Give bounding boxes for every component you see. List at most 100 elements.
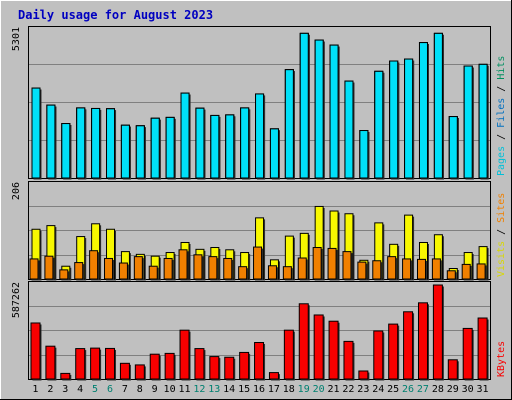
bar-kbytes — [224, 356, 235, 380]
x-tick-label: 30 — [462, 384, 474, 395]
bar-pages — [433, 32, 443, 179]
x-tick-label: 19 — [298, 384, 310, 395]
x-tick-label: 7 — [122, 384, 128, 395]
bar-sites — [223, 257, 233, 280]
bar-sites — [29, 258, 39, 280]
x-tick-label: 31 — [477, 384, 489, 395]
bar-pages — [91, 107, 101, 179]
x-tick-label: 27 — [417, 384, 429, 395]
bar-pages — [329, 44, 339, 179]
x-tick-label: 28 — [432, 384, 444, 395]
bar-kbytes — [90, 347, 101, 380]
bar-kbytes — [105, 347, 116, 380]
bar-sites — [282, 266, 292, 280]
bar-kbytes — [447, 359, 458, 380]
bar-kbytes — [328, 320, 339, 380]
bar-sites — [297, 257, 307, 280]
bar-kbytes — [149, 353, 160, 380]
bar-kbytes — [298, 303, 309, 380]
bar-pages — [463, 65, 473, 179]
legend-label: / — [496, 128, 507, 146]
x-tick-label: 9 — [152, 384, 158, 395]
x-tick-label: 1 — [32, 384, 38, 395]
bar-pages — [150, 117, 160, 179]
bar-pages — [31, 87, 41, 179]
legend-label: Pages — [496, 146, 507, 176]
bar-kbytes — [164, 352, 175, 380]
x-tick-label: 24 — [372, 384, 384, 395]
bar-pages — [106, 108, 116, 179]
bar-pages — [284, 69, 294, 179]
bar-sites — [89, 250, 99, 280]
chart-title: Daily usage for August 2023 — [18, 8, 213, 22]
bar-kbytes — [417, 302, 428, 380]
bar-sites — [148, 265, 158, 280]
bar-kbytes — [403, 311, 414, 380]
bar-pages — [195, 107, 205, 179]
x-tick-label: 8 — [137, 384, 143, 395]
bar-kbytes — [268, 372, 279, 380]
y-axis-max-label: 587262 — [11, 282, 22, 318]
chart-panel-2: 206 Visits / Sites — [11, 181, 507, 281]
bar-kbytes — [358, 370, 369, 380]
series-legend: Pages / Files / Hits — [496, 56, 507, 176]
bar-sites — [59, 269, 69, 280]
bar-pages — [269, 128, 279, 179]
x-tick-label: 14 — [223, 384, 235, 395]
bar-pages — [314, 39, 324, 179]
bar-sites — [163, 257, 173, 280]
x-tick-label: 16 — [253, 384, 265, 395]
bar-kbytes — [477, 317, 488, 380]
bar-sites — [312, 247, 322, 280]
bar-pages — [299, 32, 309, 179]
bar-sites — [402, 258, 412, 280]
bar-sites — [104, 257, 114, 280]
legend-label: Hits — [496, 56, 507, 80]
bar-sites — [44, 255, 54, 280]
bar-kbytes — [283, 329, 294, 380]
chart-panels: 5301 Pages / Files / Hits 206 Visits / Site… — [11, 26, 507, 381]
bar-pages — [46, 104, 56, 179]
x-tick-label: 3 — [62, 384, 68, 395]
bar-sites — [133, 256, 143, 280]
x-tick-label: 10 — [164, 384, 176, 395]
bar-pages — [61, 123, 71, 179]
legend-label: / — [496, 223, 507, 241]
legend-label: Sites — [496, 193, 507, 223]
bar-kbytes — [313, 314, 324, 380]
bar-pages — [135, 125, 145, 179]
bar-kbytes — [179, 329, 190, 380]
bar-pages — [180, 92, 190, 179]
bar-pages — [359, 130, 369, 179]
bar-pages — [389, 60, 399, 179]
bar-sites — [193, 254, 203, 280]
bar-kbytes — [239, 351, 250, 380]
bar-kbytes — [119, 362, 130, 380]
chart-panel-1: 5301 Pages / Files / Hits — [11, 26, 507, 180]
x-tick-label: 13 — [208, 384, 220, 395]
y-axis-max-label: 5301 — [11, 27, 22, 51]
bar-pages — [240, 107, 250, 179]
bar-sites — [342, 251, 352, 280]
x-tick-label: 17 — [268, 384, 280, 395]
bar-kbytes — [194, 348, 205, 380]
bar-sites — [253, 246, 263, 280]
bar-pages — [418, 42, 428, 179]
bar-kbytes — [432, 284, 443, 380]
x-tick-label: 2 — [47, 384, 53, 395]
bar-pages — [478, 63, 488, 179]
bar-kbytes — [254, 342, 265, 380]
x-tick-label: 15 — [238, 384, 250, 395]
bar-kbytes — [373, 330, 384, 380]
y-axis-max-label: 206 — [11, 182, 22, 200]
x-tick-label: 22 — [342, 384, 354, 395]
bar-kbytes — [343, 340, 354, 380]
bar-kbytes — [209, 356, 220, 380]
bar-pages — [165, 116, 175, 179]
chart-panel-3: 587262 KBytes — [11, 281, 507, 381]
bar-kbytes — [388, 323, 399, 380]
x-tick-label: 20 — [313, 384, 325, 395]
bar-kbytes — [45, 345, 56, 380]
bar-sites — [357, 261, 367, 280]
bar-pages — [76, 107, 86, 179]
